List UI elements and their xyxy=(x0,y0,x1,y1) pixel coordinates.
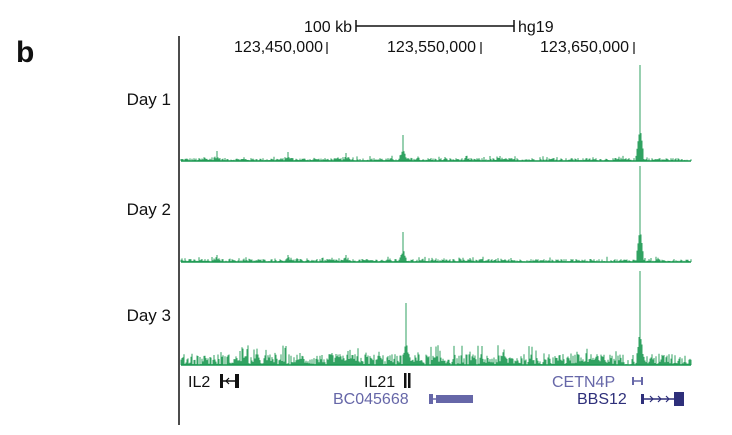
gene-model-cetn4p xyxy=(632,377,643,385)
track-label-day-2: Day 2 xyxy=(127,200,171,219)
signal-bars xyxy=(180,166,692,262)
signal-track-day-2 xyxy=(180,166,692,263)
gene-model-bbs12 xyxy=(641,392,684,406)
gene-label-bc045668: BC045668 xyxy=(333,391,409,408)
scale-bar-label: 100 kb xyxy=(304,19,352,36)
gene-label-cetn4p: CETN4P xyxy=(552,374,615,391)
coordinate-ruler: 123,450,000 123,550,000 123,650,000 xyxy=(234,39,635,56)
track-label-day-3: Day 3 xyxy=(127,306,171,325)
signal-bars xyxy=(180,65,692,161)
coordinate-label-3: 123,650,000 xyxy=(540,39,629,56)
signal-track-day-1 xyxy=(180,65,692,162)
track-label-day-1: Day 1 xyxy=(127,90,171,109)
signal-bars xyxy=(180,271,692,365)
gene-label-il21: IL21 xyxy=(364,374,395,391)
gene-model-il21 xyxy=(404,373,411,388)
gene-label-il2: IL2 xyxy=(188,374,210,391)
genome-assembly-label: hg19 xyxy=(518,19,554,36)
gene-model-il2 xyxy=(220,374,239,388)
gene-annotation-track: IL2 IL21 BC045668 CETN4P BBS12 xyxy=(188,373,684,408)
gene-label-bbs12: BBS12 xyxy=(577,391,627,408)
coordinate-label-2: 123,550,000 xyxy=(387,39,476,56)
signal-track-day-3 xyxy=(180,271,692,366)
scale-bar: 100 kb hg19 xyxy=(304,19,554,36)
gene-model-bc045668 xyxy=(429,394,473,404)
coordinate-label-1: 123,450,000 xyxy=(234,39,323,56)
panel-label: b xyxy=(16,36,34,69)
